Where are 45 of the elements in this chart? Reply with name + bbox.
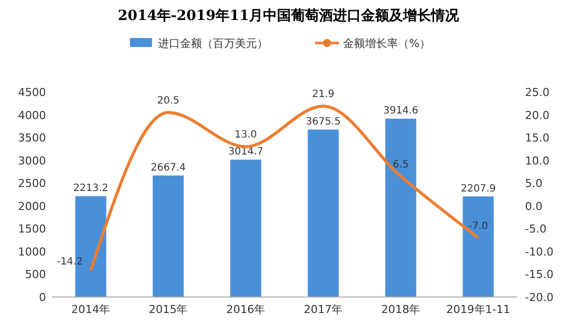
y2-tick-label: -15.0 xyxy=(525,268,554,282)
x-tick-label: 2017年 xyxy=(304,303,343,316)
data-label: 13.0 xyxy=(234,130,257,141)
x-tick-label: 2019年1-11 xyxy=(446,303,510,316)
bar xyxy=(462,196,494,297)
y2-tick-label: -5.0 xyxy=(525,222,546,236)
x-tick-label: 2014年 xyxy=(71,303,110,316)
y-tick-label: 4500 xyxy=(18,86,46,99)
data-label: 3014.7 xyxy=(228,146,264,158)
legend-label: 金额增长率（%） xyxy=(343,37,430,50)
x-tick-label: 2018年 xyxy=(381,303,420,316)
y2-tick-label: 25.0 xyxy=(525,86,550,99)
data-label: 2667.4 xyxy=(150,162,186,174)
y2-tick-label: -20.0 xyxy=(525,291,554,304)
y2-tick-label: -10.0 xyxy=(525,245,554,258)
y2-tick-label: 20.0 xyxy=(525,108,550,122)
y2-tick-label: 10.0 xyxy=(525,154,550,168)
y-tick-label: 1500 xyxy=(18,222,46,236)
bar xyxy=(385,118,416,297)
data-label: 3914.6 xyxy=(383,106,418,117)
y-tick-label: 500 xyxy=(25,268,46,282)
y-tick-label: 4000 xyxy=(18,108,46,122)
data-label: 2207.9 xyxy=(460,183,496,194)
y2-tick-label: 15.0 xyxy=(525,132,550,145)
chart-title: 2014年-2019年11月中国葡萄酒进口金额及增长情况 xyxy=(118,7,460,24)
legend-label: 进口金额（百万美元） xyxy=(158,37,268,50)
data-label: -7.0 xyxy=(468,220,488,232)
y-tick-label: 1000 xyxy=(18,245,46,258)
data-label: 20.5 xyxy=(157,96,180,106)
data-label: 6.5 xyxy=(392,159,409,170)
y-tick-label: 2000 xyxy=(18,200,46,213)
data-label: 3675.5 xyxy=(306,116,341,128)
y-tick-label: 3000 xyxy=(18,154,46,168)
y-tick-label: 0 xyxy=(39,291,46,304)
x-tick-label: 2016年 xyxy=(226,303,266,316)
bar xyxy=(230,160,262,297)
bar xyxy=(152,175,184,297)
y2-tick-label: 0.0 xyxy=(525,200,542,213)
y-tick-label: 3500 xyxy=(18,132,46,145)
bar xyxy=(308,130,339,297)
y-tick-label: 2500 xyxy=(18,177,46,190)
y2-tick-label: 5.0 xyxy=(525,177,542,190)
x-tick-label: 2015年 xyxy=(148,303,188,316)
data-label: 2213.2 xyxy=(73,183,108,194)
data-label: 21.9 xyxy=(312,89,334,100)
